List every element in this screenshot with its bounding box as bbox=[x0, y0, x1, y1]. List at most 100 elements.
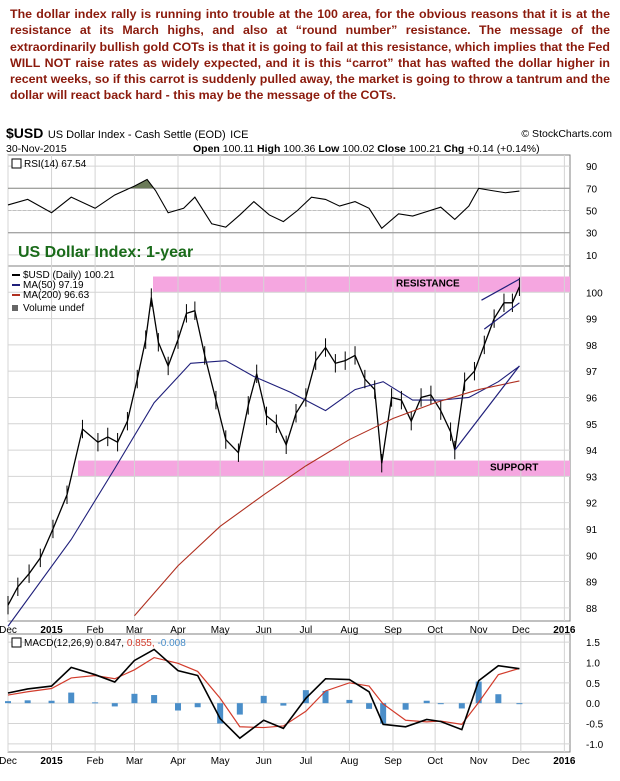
macd-histogram-bar bbox=[346, 699, 353, 704]
chg-label: Chg bbox=[443, 143, 465, 155]
macd-tick-label: 0.5 bbox=[586, 679, 600, 690]
macd-histogram-bar bbox=[175, 703, 182, 711]
macd-histogram-bar bbox=[131, 693, 138, 704]
macd-histogram-bar bbox=[423, 700, 430, 704]
price-tick-label: 96 bbox=[586, 393, 598, 404]
volume-legend: Volume undef bbox=[23, 303, 84, 314]
macd-tick-label: 1.0 bbox=[586, 658, 600, 669]
macd-histogram-bar bbox=[495, 694, 502, 704]
x-tick-label: May bbox=[211, 756, 230, 767]
rsi-tick-label: 50 bbox=[586, 207, 598, 218]
macd-histogram-bar bbox=[111, 703, 118, 707]
x-tick-label: Jul bbox=[299, 625, 312, 636]
x-tick-label: Aug bbox=[341, 756, 359, 767]
x-tick-label: Mar bbox=[126, 625, 144, 636]
macd-legend-swatch bbox=[11, 637, 22, 648]
macd-histogram-bar bbox=[380, 703, 387, 724]
symbol-name: US Dollar Index - Cash Settle (EOD) bbox=[47, 129, 226, 141]
macd-histogram-bar bbox=[194, 703, 201, 708]
exchange: ICE bbox=[230, 129, 249, 141]
price-tick-label: 95 bbox=[586, 420, 598, 431]
macd-histogram-bar bbox=[302, 690, 309, 704]
price-tick-label: 97 bbox=[586, 367, 598, 378]
price-legend-entry: MA(50) 97.19 bbox=[23, 280, 84, 291]
macd-histogram-bar bbox=[48, 700, 55, 704]
x-tick-label: Dec bbox=[512, 756, 530, 767]
ma200-line bbox=[134, 380, 520, 617]
trendline bbox=[454, 365, 520, 451]
macd-tick-label: -0.5 bbox=[586, 720, 604, 731]
x-tick-label: Sep bbox=[384, 625, 402, 636]
x-tick-label: Dec bbox=[512, 625, 530, 636]
macd-histogram-bar bbox=[151, 695, 158, 704]
macd-histogram-bar bbox=[260, 695, 267, 704]
x-tick-label: Nov bbox=[470, 756, 488, 767]
x-tick-label: Dec bbox=[0, 756, 17, 767]
resistance-label: RESISTANCE bbox=[396, 279, 460, 290]
low-label: Low bbox=[318, 143, 340, 155]
x-tick-label: Jun bbox=[256, 625, 272, 636]
price-tick-label: 94 bbox=[586, 446, 598, 457]
macd-tick-label: 0.0 bbox=[586, 699, 600, 710]
rsi-tick-label: 90 bbox=[586, 162, 598, 173]
x-tick-label: Nov bbox=[470, 625, 488, 636]
x-tick-label: Sep bbox=[384, 756, 402, 767]
macd-histogram-bar bbox=[236, 703, 243, 715]
x-tick-label: Feb bbox=[86, 625, 104, 636]
macd-histogram-bar bbox=[437, 703, 444, 705]
price-tick-label: 90 bbox=[586, 551, 598, 562]
chart-title: US Dollar Index: 1-year bbox=[18, 244, 193, 261]
x-tick-label: 2015 bbox=[40, 625, 63, 636]
price-panel bbox=[7, 265, 571, 622]
macd-histogram-bar bbox=[5, 701, 11, 704]
grid-layer bbox=[7, 155, 570, 752]
macd-tick-label: 1.5 bbox=[586, 638, 600, 649]
x-tick-label: Jun bbox=[256, 756, 272, 767]
price-tick-label: 93 bbox=[586, 472, 598, 483]
macd-histogram-bar bbox=[402, 703, 409, 710]
x-tick-label: Oct bbox=[427, 625, 443, 636]
x-tick-label: Oct bbox=[427, 756, 443, 767]
price-tick-label: 91 bbox=[586, 525, 598, 536]
rsi-legend: RSI(14) 67.54 bbox=[24, 159, 87, 170]
trendline bbox=[483, 302, 520, 330]
price-legend-entry: MA(200) 96.63 bbox=[23, 290, 90, 301]
price-tick-label: 99 bbox=[586, 315, 598, 326]
x-tick-label: Apr bbox=[170, 625, 186, 636]
trendline bbox=[481, 278, 520, 301]
rsi-tick-label: 30 bbox=[586, 229, 598, 240]
x-tick-label: 2015 bbox=[40, 756, 63, 767]
x-tick-label: Jul bbox=[299, 756, 312, 767]
series-layer bbox=[5, 178, 523, 740]
price-tick-label: 88 bbox=[586, 604, 598, 615]
high-label: High bbox=[257, 143, 281, 155]
rsi-legend-swatch bbox=[11, 158, 22, 169]
band-layer bbox=[78, 276, 570, 477]
macd-histogram-bar bbox=[280, 703, 287, 706]
close-label: Close bbox=[377, 143, 406, 155]
macd-tick-label: -1.0 bbox=[586, 740, 604, 751]
price-tick-label: 92 bbox=[586, 499, 598, 510]
macd-histogram-bar bbox=[217, 703, 224, 724]
x-tick-label: Apr bbox=[170, 756, 186, 767]
symbol: $USD bbox=[6, 125, 44, 141]
x-tick-label: Dec bbox=[0, 625, 17, 636]
price-legend-entry: $USD (Daily) 100.21 bbox=[23, 270, 115, 281]
price-tick-label: 89 bbox=[586, 578, 598, 589]
open-value: 100.11 bbox=[222, 143, 255, 155]
macd-histogram-bar bbox=[366, 703, 373, 709]
price-tick-label: 98 bbox=[586, 341, 598, 352]
low-value: 100.02 bbox=[342, 143, 375, 155]
macd-line bbox=[7, 648, 520, 740]
x-tick-label: May bbox=[211, 625, 230, 636]
x-tick-label: 2016 bbox=[553, 625, 576, 636]
macd-histogram-bar bbox=[92, 702, 99, 704]
support-band bbox=[78, 460, 570, 477]
macd-histogram-bar bbox=[516, 703, 523, 705]
rsi-line bbox=[7, 178, 520, 230]
rsi-tick-label: 10 bbox=[586, 251, 598, 262]
x-tick-label: Mar bbox=[126, 756, 144, 767]
macd-histogram-bar bbox=[458, 703, 465, 709]
volume-legend-swatch bbox=[12, 305, 18, 311]
macd-legend: MACD(12,26,9) 0.847, 0.855, -0.008 bbox=[24, 638, 186, 649]
